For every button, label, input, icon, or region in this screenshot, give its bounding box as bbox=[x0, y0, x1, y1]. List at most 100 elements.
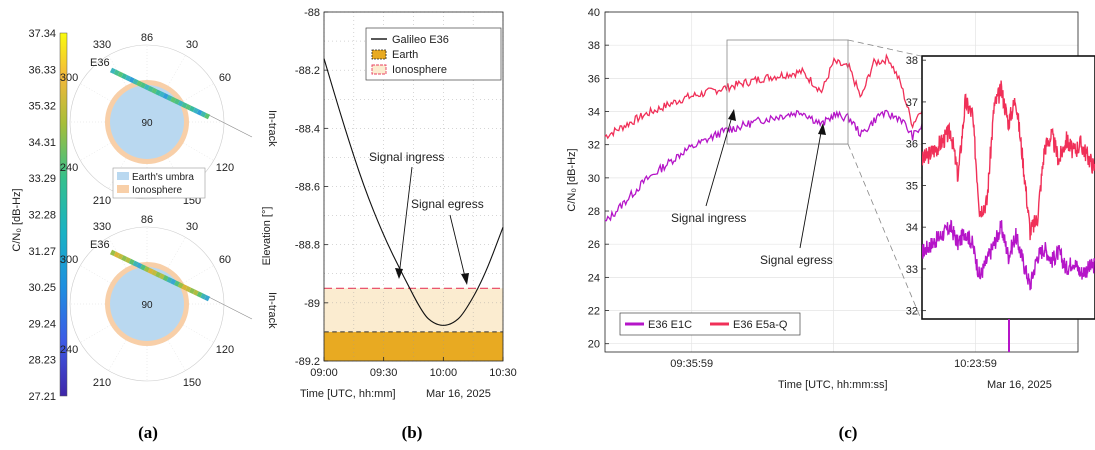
c-inset-ytick-label: 32 bbox=[906, 306, 918, 318]
c-inset-frame bbox=[921, 55, 1095, 320]
satellite-track-segment bbox=[136, 262, 143, 269]
c-xlabel: Time [UTC, hh:mm:ss] bbox=[778, 379, 888, 391]
satellite-track-segment bbox=[177, 100, 184, 107]
satellite-track-segment bbox=[189, 287, 196, 295]
c-ytick-label: 20 bbox=[588, 339, 600, 351]
satellite-track-segment bbox=[147, 85, 154, 93]
colorbar-tick-label: 33.29 bbox=[28, 173, 56, 185]
c-legend-label: E36 E1C bbox=[648, 319, 692, 331]
c-zoom-connector bbox=[847, 39, 922, 57]
satellite-track-segment bbox=[143, 266, 150, 273]
c-ytick-label: 22 bbox=[588, 306, 600, 318]
polar-top-label: 86 bbox=[141, 32, 153, 44]
panel-label-b: (b) bbox=[402, 423, 423, 442]
satellite-track-segment bbox=[128, 258, 135, 266]
polar-plot-bottom: 30 60 120 150 210 240 300 330 86 90 In-track E36 bbox=[60, 214, 278, 389]
c-arrowhead-egress bbox=[818, 123, 826, 135]
c-ytick-label: 40 bbox=[588, 7, 600, 19]
b-ytick-label: -88 bbox=[304, 7, 320, 19]
polar-angle-label: 30 bbox=[186, 221, 198, 233]
satellite-track-segment bbox=[147, 267, 154, 275]
satellite-track-segment bbox=[132, 260, 139, 267]
c-zoom-connector bbox=[847, 143, 922, 320]
b-legend: Galileo E36 Earth Ionosphere bbox=[365, 27, 502, 81]
satellite-track-segment bbox=[109, 67, 116, 75]
satellite-track-segment bbox=[124, 256, 131, 264]
satellite-track-segment bbox=[136, 80, 143, 87]
c-legend-label: E36 E5a-Q bbox=[733, 319, 788, 331]
c-inset-series-e5a-q bbox=[922, 80, 1095, 241]
colorbar-tick-label: 32.28 bbox=[28, 210, 56, 222]
polar-angle-label: 300 bbox=[60, 254, 78, 266]
satellite-track-segment bbox=[192, 289, 199, 296]
c-ytick-label: 24 bbox=[588, 272, 600, 284]
satellite-track-segment bbox=[181, 284, 188, 291]
polar-angle-label: 210 bbox=[93, 377, 111, 389]
satellite-track-segment bbox=[170, 278, 177, 285]
satellite-track-segment bbox=[196, 109, 203, 116]
b-arrow-egress bbox=[449, 214, 467, 282]
legend-swatch-ionosphere bbox=[117, 185, 129, 193]
b-arrowhead-egress bbox=[461, 273, 469, 285]
satellite-track-segment bbox=[121, 255, 128, 262]
legend-label-ionosphere: Ionosphere bbox=[132, 185, 182, 196]
satellite-track-segment bbox=[162, 275, 169, 282]
b-ylabel: Elevation [°] bbox=[261, 207, 273, 266]
c-date: Mar 16, 2025 bbox=[987, 379, 1052, 391]
b-xlabel: Time [UTC, hh:mm] bbox=[300, 388, 396, 400]
polar-outer-ring bbox=[69, 44, 225, 200]
b-legend-label: Earth bbox=[392, 49, 418, 61]
colorbar-tick-label: 36.33 bbox=[28, 64, 56, 76]
satellite-track-segment bbox=[200, 111, 207, 118]
panel-b: -88 -88.2 -88.4 -88.6 -88.8 -89 -89.209:00 09:3… bbox=[261, 7, 517, 442]
satellite-track-segment bbox=[185, 285, 192, 293]
c-legend: E36 E1C E36 E5a-Q bbox=[619, 312, 801, 336]
in-track-label: In-track bbox=[266, 292, 278, 329]
chart-b: -88 -88.2 -88.4 -88.6 -88.8 -89 -89.209:00 09:3… bbox=[295, 7, 517, 379]
satellite-track-segment bbox=[192, 107, 199, 114]
satellite-track-segment bbox=[143, 84, 150, 91]
legend-swatch-umbra bbox=[117, 172, 129, 180]
c-ytick-label: 32 bbox=[588, 140, 600, 152]
satellite-track-segment bbox=[151, 87, 158, 94]
panel-label-a: (a) bbox=[138, 423, 158, 442]
colorbar-tick-label: 31.27 bbox=[28, 246, 56, 258]
c-inset-ytick-label: 35 bbox=[906, 180, 918, 192]
polar-angle-label: 120 bbox=[216, 344, 234, 356]
polar-center-label: 90 bbox=[141, 300, 153, 311]
polar-legend: Earth's umbra Ionosphere bbox=[112, 167, 206, 199]
c-inset-series-e1c bbox=[922, 219, 1095, 291]
b-ytick-label: -89 bbox=[304, 298, 320, 310]
satellite-track-segment bbox=[166, 94, 173, 102]
b-xtick-label: 10:30 bbox=[489, 367, 517, 379]
c-arrow-ingress bbox=[705, 112, 734, 207]
c-inset-plot bbox=[922, 80, 1095, 291]
umbra-disk bbox=[110, 267, 184, 341]
satellite-track-segment bbox=[155, 271, 162, 278]
b-legend-label: Ionosphere bbox=[392, 64, 447, 76]
satellite-track-segment bbox=[117, 71, 124, 78]
polar-angle-label: 240 bbox=[60, 344, 78, 356]
satellite-track-segment bbox=[132, 78, 139, 85]
b-ytick-label: -88.8 bbox=[295, 240, 320, 252]
satellite-track-segment bbox=[113, 69, 120, 76]
b-arrowhead-ingress bbox=[395, 268, 403, 279]
c-annotation-ingress: Signal ingress bbox=[671, 211, 746, 225]
panel-a: 37.34 36.33 35.32 34.31 33.29 32.28 31.27 30.25… bbox=[11, 28, 278, 442]
satellite-label: E36 bbox=[90, 57, 110, 69]
b-annotation-ingress: Signal ingress bbox=[369, 150, 444, 164]
satellite-track-segment bbox=[204, 112, 211, 120]
satellite-track-segment bbox=[196, 291, 203, 298]
colorbar-tick-label: 28.23 bbox=[28, 355, 56, 367]
b-date: Mar 16, 2025 bbox=[426, 388, 491, 400]
satellite-track-segment bbox=[117, 253, 124, 260]
polar-angle-label: 60 bbox=[219, 72, 231, 84]
c-arrowhead-ingress bbox=[728, 109, 736, 121]
polar-angle-label: 150 bbox=[183, 377, 201, 389]
colorbar-tick-label: 29.24 bbox=[28, 318, 56, 330]
satellite-track-segment bbox=[185, 103, 192, 111]
c-ytick-label: 28 bbox=[588, 206, 600, 218]
colorbar-tick-label: 27.21 bbox=[28, 391, 56, 403]
